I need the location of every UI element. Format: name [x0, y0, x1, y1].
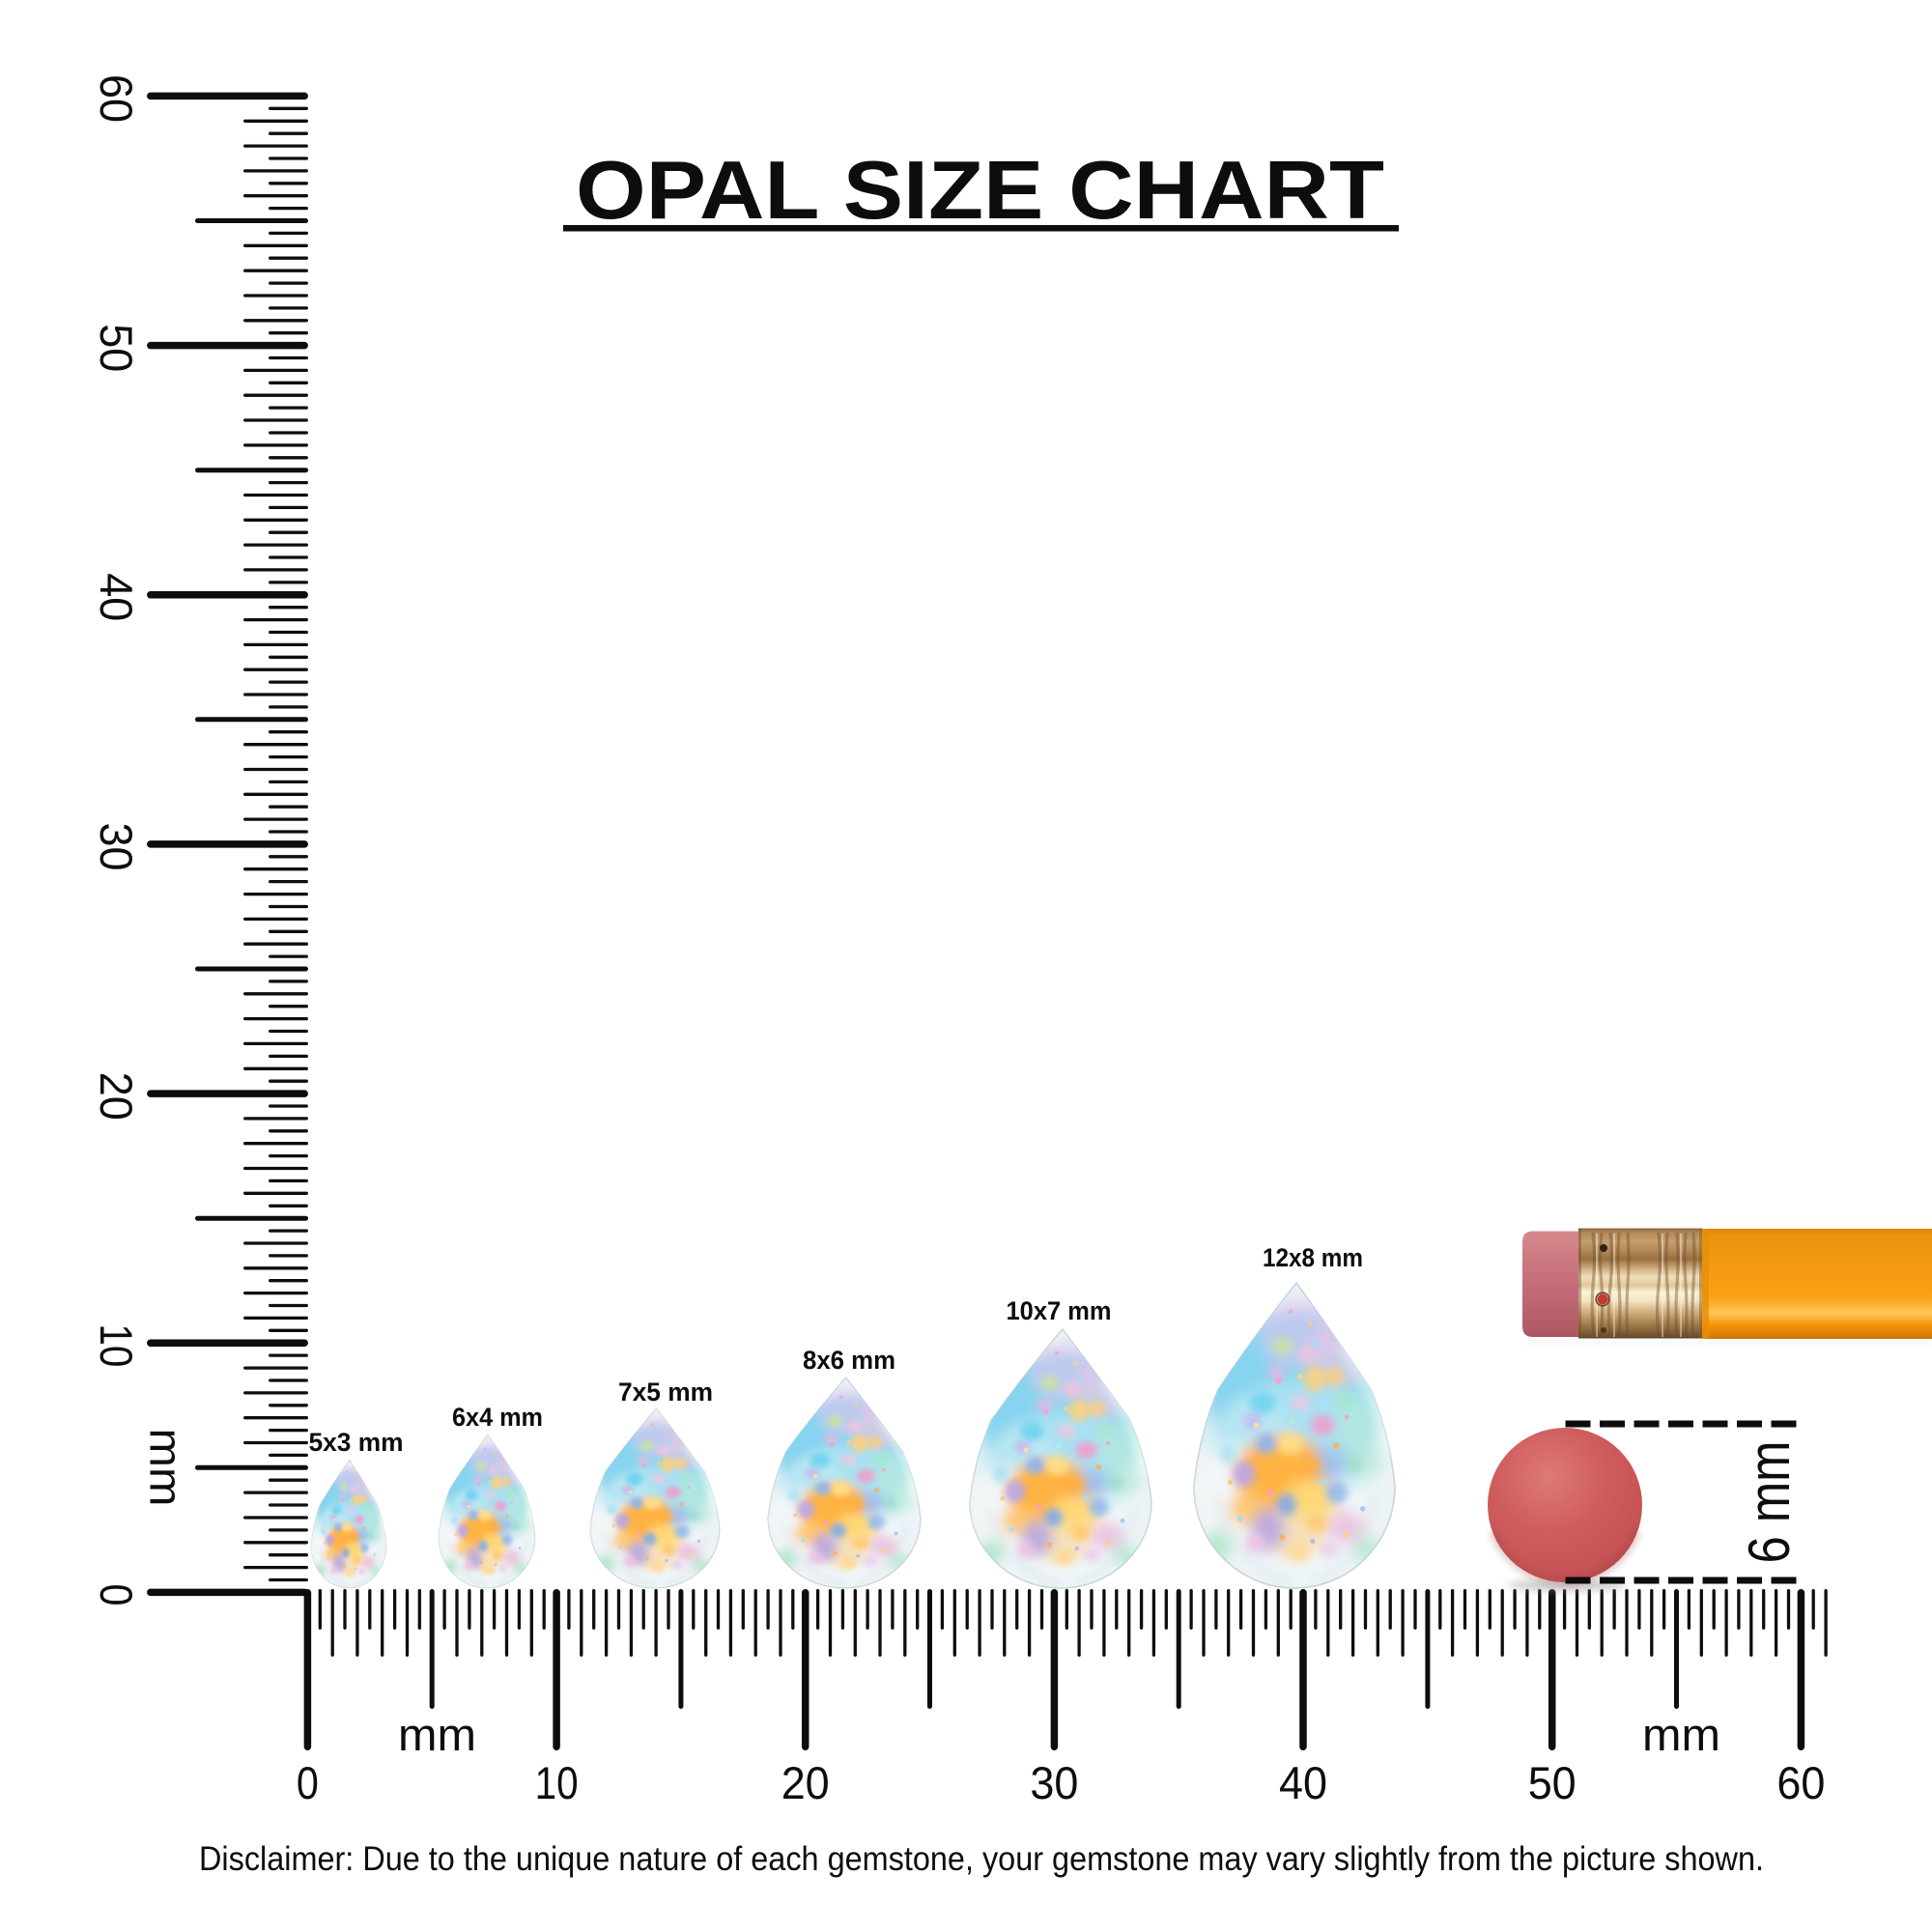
- svg-text:Disclaimer: Due to the unique: Disclaimer: Due to the unique nature of …: [199, 1839, 1764, 1878]
- svg-text:60: 60: [91, 74, 142, 123]
- svg-text:50: 50: [1528, 1757, 1577, 1808]
- svg-text:20: 20: [781, 1757, 830, 1808]
- svg-text:7x5 mm: 7x5 mm: [618, 1378, 713, 1406]
- svg-text:12x8 mm: 12x8 mm: [1263, 1243, 1363, 1272]
- svg-text:50: 50: [91, 324, 142, 372]
- svg-text:30: 30: [91, 823, 142, 871]
- svg-text:mm: mm: [398, 1709, 476, 1760]
- svg-text:40: 40: [91, 573, 142, 621]
- svg-text:6x4 mm: 6x4 mm: [452, 1403, 543, 1432]
- svg-text:6 mm: 6 mm: [1737, 1441, 1802, 1564]
- svg-text:10: 10: [535, 1757, 579, 1808]
- svg-text:5x3 mm: 5x3 mm: [309, 1428, 404, 1457]
- svg-text:OPAL SIZE CHART: OPAL SIZE CHART: [576, 145, 1384, 237]
- svg-text:10x7 mm: 10x7 mm: [1007, 1296, 1112, 1325]
- svg-text:30: 30: [1030, 1757, 1078, 1808]
- svg-text:10: 10: [91, 1323, 142, 1367]
- svg-text:mm: mm: [1642, 1709, 1720, 1760]
- svg-text:40: 40: [1279, 1757, 1327, 1808]
- svg-text:8x6 mm: 8x6 mm: [803, 1346, 895, 1375]
- svg-text:20: 20: [91, 1072, 142, 1121]
- svg-text:60: 60: [1776, 1757, 1825, 1808]
- svg-text:0: 0: [91, 1584, 142, 1606]
- svg-text:mm: mm: [141, 1429, 192, 1507]
- svg-text:0: 0: [297, 1757, 319, 1808]
